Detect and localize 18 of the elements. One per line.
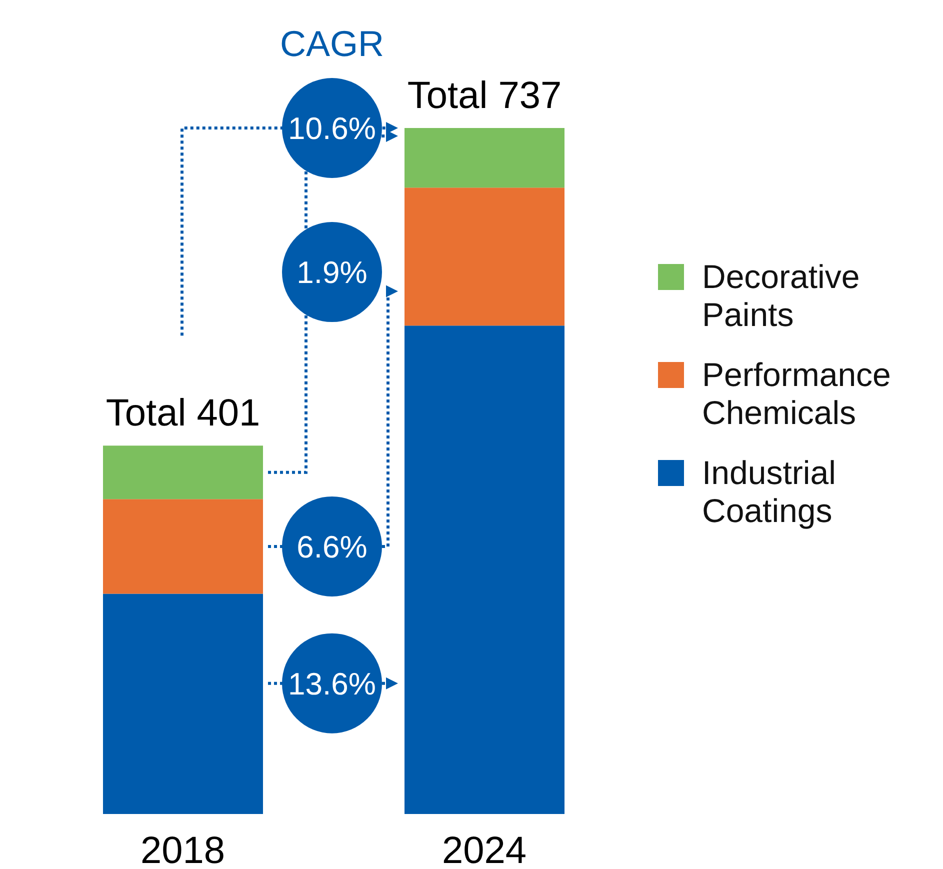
total-label: Total 737 xyxy=(407,75,562,117)
bar xyxy=(404,326,564,814)
bar xyxy=(103,446,263,500)
legend-label: Performance Chemicals xyxy=(702,356,892,432)
annotation: 6.6% xyxy=(296,529,368,564)
x-tick-label: 2024 xyxy=(442,830,527,869)
annotation: 13.6% xyxy=(288,666,376,702)
annotation: 1.9% xyxy=(296,255,368,290)
legend-label: Decorative Paints xyxy=(702,258,861,334)
bar xyxy=(103,594,263,814)
bar xyxy=(404,188,564,326)
total-label: Total 401 xyxy=(106,392,260,435)
text: CAGR xyxy=(280,23,384,64)
legend-label: Industrial Coatings xyxy=(702,454,837,530)
x-tick-label: 2018 xyxy=(140,830,226,869)
annotation: 10.6% xyxy=(288,111,376,146)
bar xyxy=(404,128,564,188)
bar xyxy=(103,499,263,594)
